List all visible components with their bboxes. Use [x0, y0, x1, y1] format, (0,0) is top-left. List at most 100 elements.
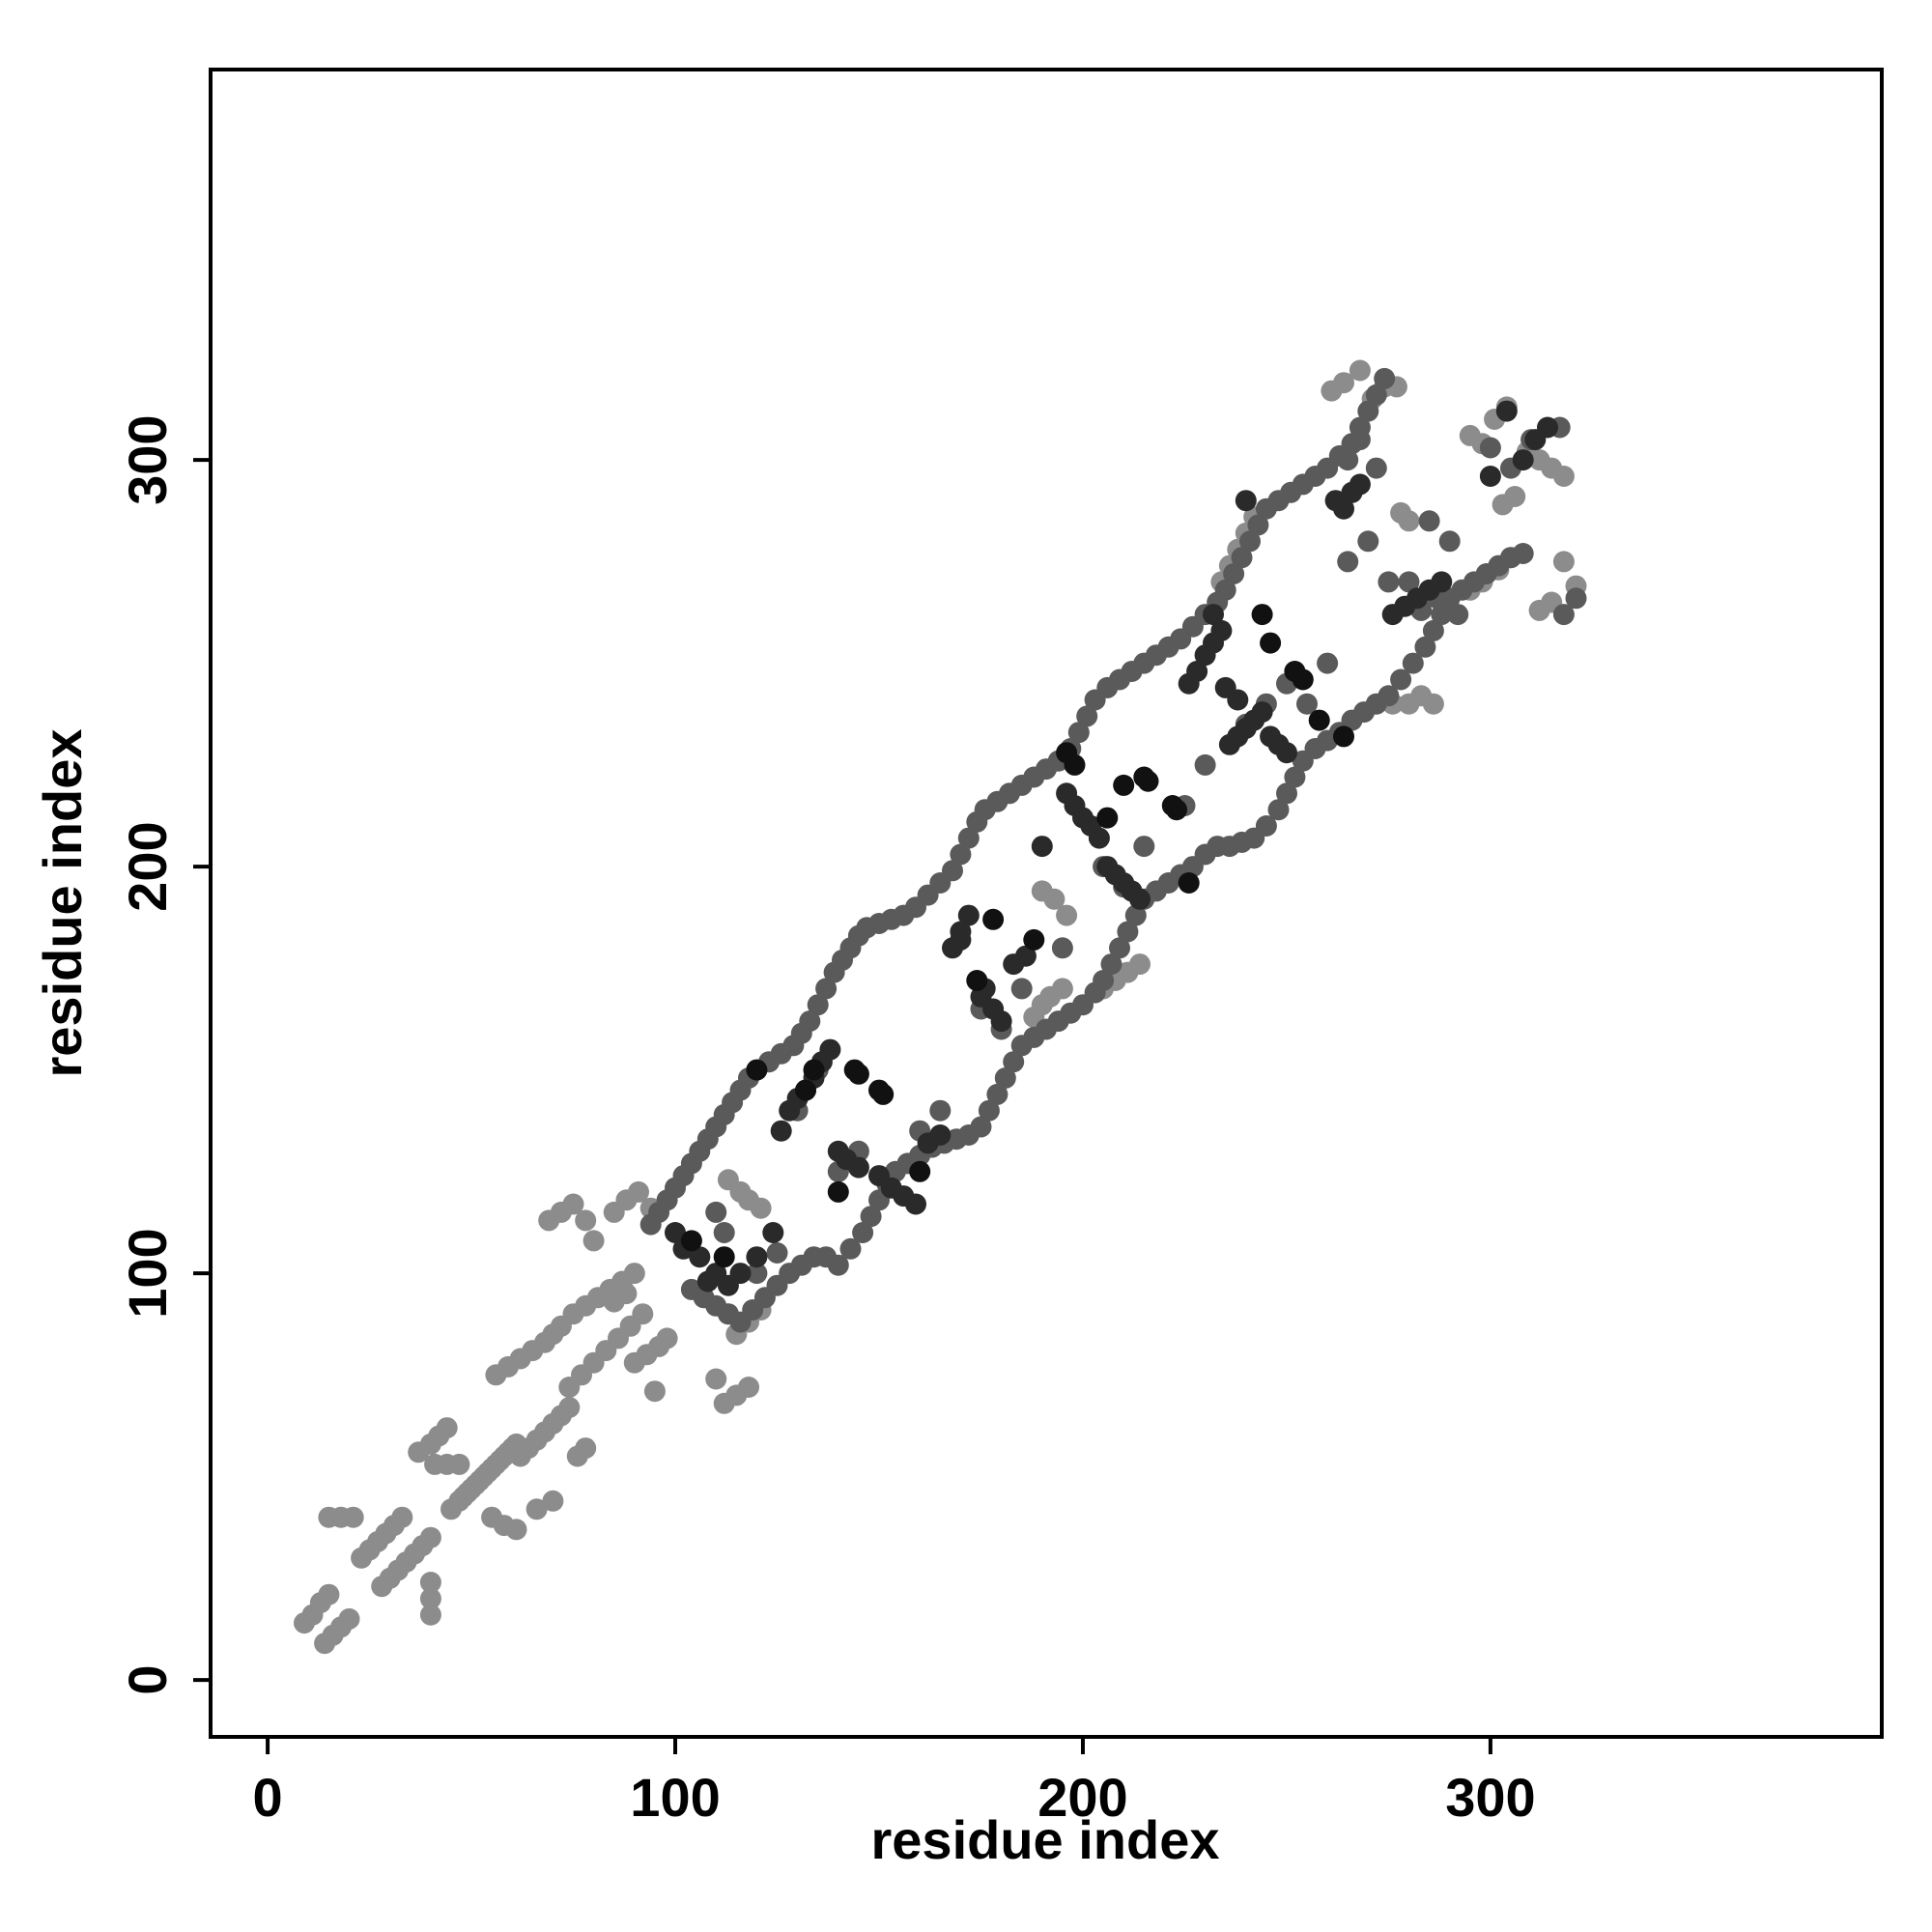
data-point [705, 1201, 727, 1223]
data-point [1422, 619, 1444, 641]
data-point [746, 1263, 768, 1285]
data-point [1495, 400, 1518, 422]
data-point [1133, 836, 1155, 858]
data-point [839, 1237, 862, 1260]
data-point [1276, 782, 1297, 805]
data-point [562, 1193, 584, 1215]
data-point [1512, 543, 1534, 564]
data-point [750, 1197, 772, 1219]
data-point [1422, 693, 1444, 715]
data-point [1337, 449, 1359, 471]
data-point [827, 1180, 849, 1203]
data-point [1067, 722, 1090, 744]
data-point [1402, 652, 1424, 674]
data-point [1031, 836, 1053, 858]
data-point [1137, 770, 1159, 792]
data-point [1227, 689, 1249, 711]
data-point [1129, 888, 1151, 910]
data-point [1431, 571, 1453, 593]
data-point [1267, 799, 1290, 821]
data-point [448, 1453, 470, 1475]
data-point [1239, 530, 1261, 553]
data-point [942, 860, 963, 882]
x-axis-title: residue index [870, 1809, 1219, 1870]
data-point [847, 1063, 869, 1085]
data-point [1512, 449, 1534, 471]
data-point [436, 1417, 458, 1439]
data-point [1357, 530, 1379, 553]
data-point [1056, 904, 1078, 926]
data-point [1214, 579, 1236, 601]
data-point [1251, 604, 1273, 626]
data-point [909, 1160, 931, 1182]
data-point [1438, 530, 1461, 553]
y-axis-title: residue index [32, 728, 93, 1077]
data-point [1043, 888, 1065, 910]
data-point [542, 1490, 564, 1512]
data-point [1552, 551, 1575, 573]
data-point [1537, 416, 1558, 439]
data-point [929, 1124, 952, 1146]
data-point [1203, 604, 1224, 626]
data-point [1166, 799, 1187, 821]
data-point [852, 1222, 874, 1243]
data-point [827, 1254, 849, 1276]
data-point [929, 1099, 952, 1122]
x-tick-label: 300 [1445, 1767, 1535, 1828]
data-point [582, 1230, 605, 1252]
data-point [1479, 437, 1501, 459]
data-point [1255, 815, 1277, 837]
data-point [643, 1380, 666, 1403]
data-point [623, 1263, 645, 1285]
data-point [1023, 928, 1045, 951]
data-point [1100, 953, 1122, 976]
data-point [689, 1246, 711, 1268]
data-point [957, 904, 980, 926]
data-point [1194, 753, 1216, 776]
data-point [746, 1246, 768, 1268]
data-point [994, 1067, 1016, 1089]
data-point [795, 1079, 816, 1101]
data-point [632, 1303, 654, 1325]
data-point [1349, 359, 1371, 382]
data-point [1235, 490, 1257, 512]
x-tick-label: 100 [630, 1767, 720, 1828]
data-point [1431, 604, 1453, 626]
data-point [905, 1193, 926, 1215]
data-point [762, 1222, 784, 1243]
data-point [1552, 466, 1575, 487]
data-point [1276, 742, 1297, 764]
data-point [391, 1506, 413, 1528]
data-point [1418, 510, 1440, 532]
data-point [615, 1283, 638, 1305]
data-point [799, 1010, 821, 1033]
data-point [656, 1327, 678, 1350]
data-point [1378, 685, 1400, 707]
data-point [819, 1038, 841, 1061]
data-point [1088, 827, 1110, 849]
data-point [1349, 473, 1371, 496]
data-point [1124, 904, 1147, 926]
data-point [729, 1180, 752, 1203]
data-point [1129, 953, 1151, 976]
data-point [1260, 632, 1282, 654]
data-point [628, 1180, 649, 1203]
data-point [1479, 466, 1501, 487]
data-point [1231, 547, 1253, 569]
data-point [970, 1116, 992, 1138]
data-point [1117, 921, 1139, 943]
y-tick-label: 100 [117, 1228, 178, 1318]
data-point [342, 1506, 364, 1528]
data-point [526, 1498, 548, 1520]
data-point [1186, 661, 1208, 682]
data-point [1504, 486, 1526, 507]
data-point [1317, 652, 1339, 674]
data-point [1357, 400, 1379, 422]
data-point [1178, 872, 1200, 894]
data-point [1321, 380, 1343, 402]
data-point [705, 1368, 727, 1390]
data-point [680, 1230, 702, 1252]
data-point [1247, 514, 1269, 536]
data-point [1210, 619, 1233, 641]
data-point [815, 978, 838, 1000]
